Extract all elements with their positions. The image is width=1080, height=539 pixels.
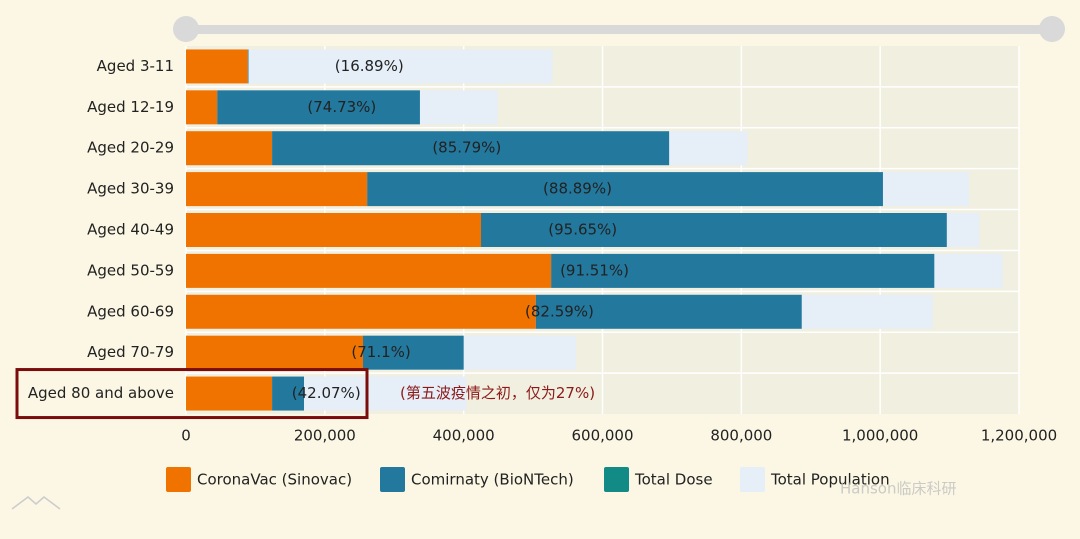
x-tick-label: 400,000 xyxy=(433,427,495,445)
bar-label: (88.89%) xyxy=(543,180,612,198)
slider-handle[interactable] xyxy=(1039,16,1065,42)
dose-bar xyxy=(186,294,536,329)
x-tick-label: 200,000 xyxy=(294,427,356,445)
dose-bar xyxy=(272,376,305,411)
bar-label: (42.07%) xyxy=(292,384,361,402)
y-tick-label: Aged 20-29 xyxy=(87,139,174,157)
x-tick-label: 600,000 xyxy=(571,427,633,445)
highlight-box xyxy=(15,368,369,420)
slider-handle[interactable] xyxy=(173,16,199,42)
slider-track xyxy=(186,25,1052,34)
bar-label: (71.1%) xyxy=(351,343,410,361)
dose-bar xyxy=(247,49,249,84)
dose-bar xyxy=(363,335,464,370)
bar-label: (91.51%) xyxy=(560,261,629,279)
logo xyxy=(11,496,61,510)
dose-bar xyxy=(186,253,552,288)
dose-bar xyxy=(272,131,670,166)
legend-swatch xyxy=(740,467,765,492)
legend-label: Comirnaty (BioNTech) xyxy=(411,471,574,489)
y-tick-label: Aged 40-49 xyxy=(87,221,174,239)
x-tick-label: 800,000 xyxy=(710,427,772,445)
dose-bar xyxy=(186,131,273,166)
legend-swatch xyxy=(380,467,405,492)
dose-bar xyxy=(186,90,218,125)
y-tick-label: Aged 70-79 xyxy=(87,343,174,361)
dose-bar xyxy=(367,172,883,207)
dose-bar xyxy=(481,213,947,247)
bar-label: (82.59%) xyxy=(525,302,594,320)
y-tick-label: Aged 30-39 xyxy=(87,180,174,198)
dose-bar xyxy=(186,213,482,247)
dose-bar xyxy=(535,294,802,329)
y-tick-label: Aged 12-19 xyxy=(87,98,174,116)
x-tick-label: 1,200,000 xyxy=(981,427,1057,445)
y-tick-label: Aged 80 and above xyxy=(28,384,174,402)
watermark: Hanson临床科研 xyxy=(840,480,956,498)
dose-bar xyxy=(217,90,420,125)
annotation: (第五波疫情之初，仅为27%) xyxy=(400,384,595,402)
dose-bar xyxy=(186,376,273,411)
x-tick-label: 1,000,000 xyxy=(842,427,918,445)
bar-label: (74.73%) xyxy=(307,98,376,116)
legend-swatch xyxy=(604,467,629,492)
dose-bar xyxy=(186,49,248,84)
dose-bar xyxy=(186,172,368,207)
legend-label: Total Population xyxy=(770,471,890,489)
bar-label: (85.79%) xyxy=(432,139,501,157)
y-tick-label: Aged 3-11 xyxy=(97,57,174,75)
x-tick-label: 0 xyxy=(181,427,191,445)
legend-label: CoronaVac (Sinovac) xyxy=(197,471,352,489)
bar-label: (16.89%) xyxy=(335,57,404,75)
y-tick-label: Aged 50-59 xyxy=(87,261,174,279)
dose-bar xyxy=(186,335,364,370)
bar-label: (95.65%) xyxy=(548,221,617,239)
y-tick-label: Aged 60-69 xyxy=(87,302,174,320)
dose-bar xyxy=(551,253,935,288)
legend-swatch xyxy=(166,467,191,492)
legend-label: Total Dose xyxy=(634,471,713,489)
